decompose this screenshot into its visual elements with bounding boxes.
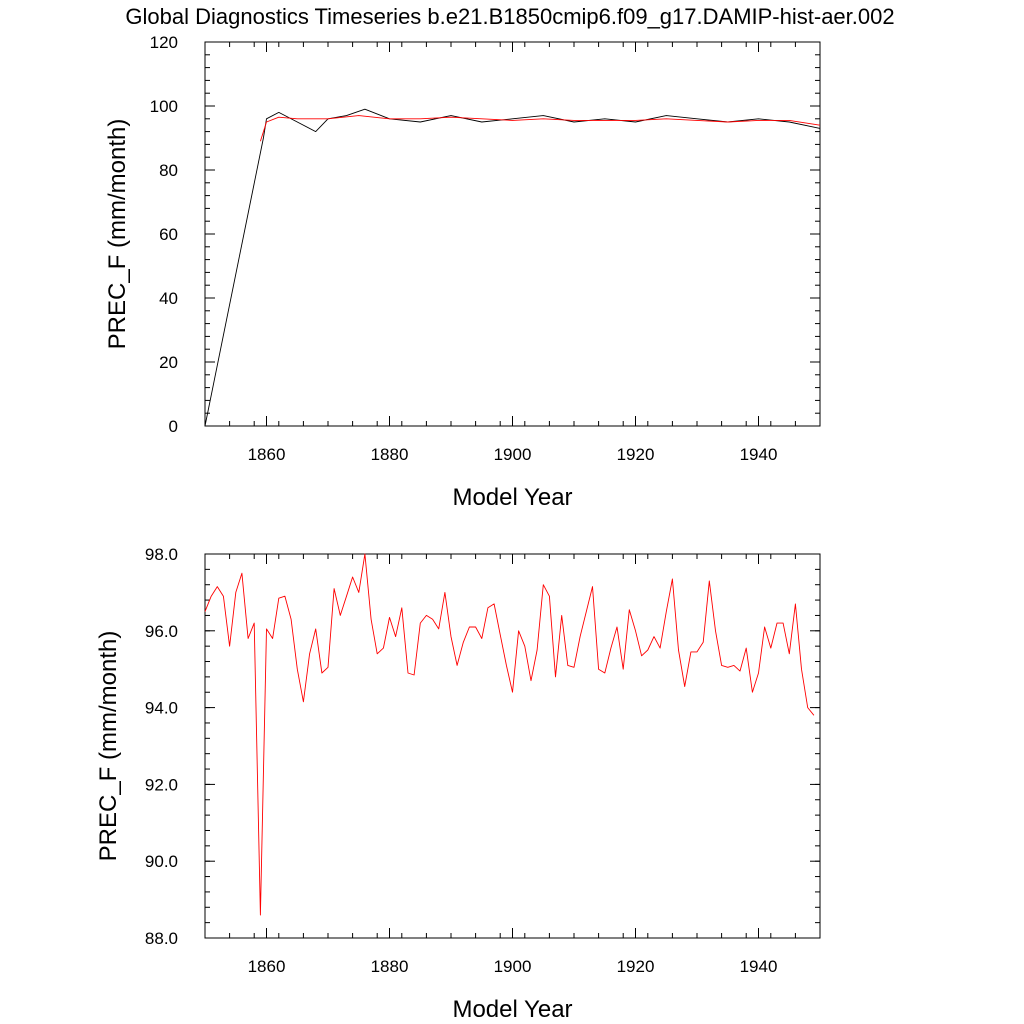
panel-0-y-tick-label: 100 (150, 97, 178, 116)
panel-0-series-annual-mean-line (259, 115, 821, 142)
top-panel: 1860 1880 1900 1920 1940 0 20 40 60 80 100 120 Model… (104, 33, 821, 511)
figure-title: Global Diagnostics Timeseries b.e21.B185… (125, 4, 894, 29)
panel-1-x-tick-label: 1880 (371, 957, 409, 976)
panel-0-y-tick-label: 40 (159, 289, 178, 308)
panel-0-y-tick-label: 20 (159, 353, 178, 372)
panel-0-y-tick-label: 120 (150, 33, 178, 52)
panel-1-series-annual-mean-line (204, 553, 815, 916)
panel-0-y-axis-title: PREC_F (mm/month) (104, 119, 131, 350)
bottom-panel: 1860 1880 1900 1920 1940 88.0 90.0 92.0 94.0 96.0… (95, 545, 821, 1023)
panel-1-y-tick-label: 96.0 (145, 622, 178, 641)
panel-1-y-tick-label: 88.0 (145, 929, 178, 948)
panel-0-x-axis-title: Model Year (452, 484, 572, 511)
panel-1-y-axis-title: PREC_F (mm/month) (95, 631, 122, 862)
panel-1-y-tick-label: 92.0 (145, 775, 178, 794)
panel-0-x-tick-label: 1900 (494, 445, 532, 464)
panel-0-series-monthly-line (204, 108, 821, 427)
panel-1-x-axis-title: Model Year (452, 996, 572, 1023)
panel-0-x-tick-label: 1940 (740, 445, 778, 464)
panel-0-y-tick-label: 0 (169, 417, 178, 436)
panel-1-y-tick-label: 94.0 (145, 699, 178, 718)
panel-0-plot-frame (204, 41, 821, 427)
panel-1-x-tick-label: 1940 (740, 957, 778, 976)
panel-1-x-tick-label: 1900 (494, 957, 532, 976)
panel-1-x-tick-label: 1920 (617, 957, 655, 976)
panel-0-x-tick-label: 1860 (248, 445, 286, 464)
panel-0-y-tick-label: 60 (159, 225, 178, 244)
panel-1-y-tick-label: 90.0 (145, 852, 178, 871)
panel-1-x-tick-label: 1860 (248, 957, 286, 976)
panel-1-y-tick-label: 98.0 (145, 545, 178, 564)
panel-0-x-tick-label: 1920 (617, 445, 655, 464)
panel-1-plot-frame (204, 553, 821, 939)
panel-0-y-tick-label: 80 (159, 161, 178, 180)
panel-0-x-tick-label: 1880 (371, 445, 409, 464)
